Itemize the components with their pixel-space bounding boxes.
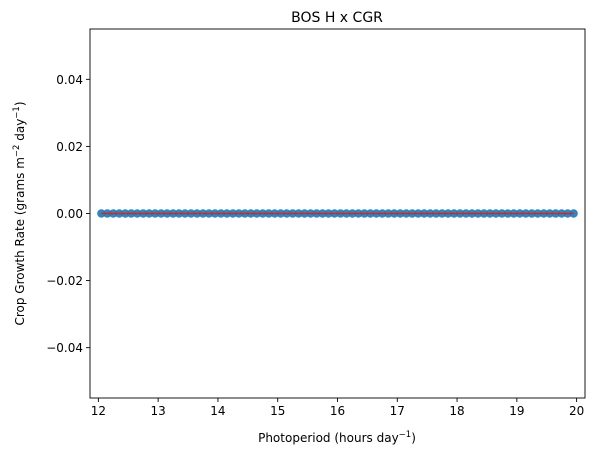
y-axis-label: Crop Growth Rate (grams m−2 day−1)	[12, 101, 27, 325]
y-axis: −0.04 −0.02 0.00 0.02 0.04	[46, 73, 90, 355]
x-tick-label: 18	[449, 404, 464, 418]
x-tick-label: 13	[151, 404, 166, 418]
x-tick-label: 12	[91, 404, 106, 418]
x-tick-label: 16	[330, 404, 345, 418]
y-tick-label: 0.04	[56, 73, 83, 87]
y-tick-label: 0.02	[56, 140, 83, 154]
y-tick-label: 0.00	[56, 207, 83, 221]
y-tick-label: −0.04	[46, 341, 83, 355]
x-tick-label: 14	[210, 404, 225, 418]
x-axis-label: Photoperiod (hours day−1)	[258, 430, 416, 445]
y-tick-label: −0.02	[46, 274, 83, 288]
x-axis: 12 13 14 15 16 17 18 19 20	[91, 398, 584, 418]
x-tick-label: 20	[569, 404, 584, 418]
x-tick-label: 19	[509, 404, 524, 418]
x-tick-label: 15	[270, 404, 285, 418]
chart-title: BOS H x CGR	[291, 10, 383, 26]
x-tick-label: 17	[390, 404, 405, 418]
plot-content	[97, 209, 578, 218]
